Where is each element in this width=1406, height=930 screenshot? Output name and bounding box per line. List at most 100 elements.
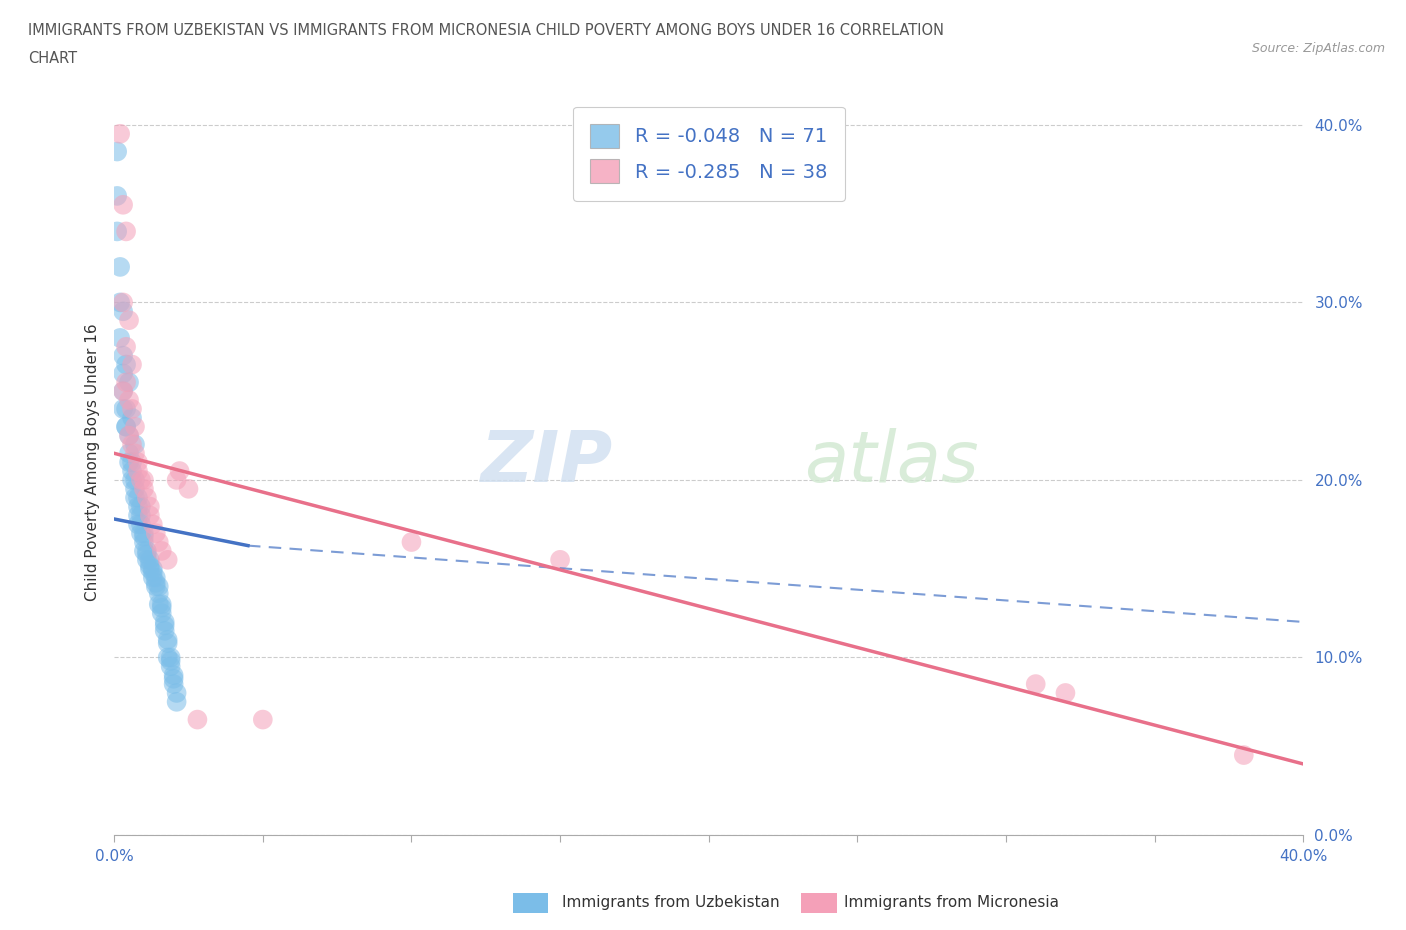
Point [112,304,135,319]
Point [548,552,571,567]
Point [121,437,143,452]
Point [156,650,179,665]
Point [139,508,162,523]
Point [124,419,146,434]
Text: Source: ZipAtlas.com: Source: ZipAtlas.com [1251,42,1385,55]
Text: Immigrants from Uzbekistan: Immigrants from Uzbekistan [562,895,780,910]
Point [153,615,176,630]
Point [177,482,200,497]
Point [163,671,186,686]
Point [129,508,152,523]
Point [148,597,170,612]
Point [1233,748,1256,763]
Point [135,547,157,562]
Point [142,570,165,585]
Point [186,712,208,727]
Point [112,197,135,212]
Point [127,464,149,479]
Point [118,375,141,390]
Point [132,482,155,497]
Point [153,618,176,633]
Point [142,561,165,576]
Point [135,490,157,505]
Point [108,126,131,141]
Point [148,586,170,601]
Point [163,677,186,692]
Text: atlas: atlas [804,428,979,497]
Point [115,419,138,434]
Point [118,428,141,443]
Point [115,357,138,372]
Point [132,543,155,558]
Point [169,464,191,479]
Point [124,472,146,487]
Point [115,402,138,417]
Point [153,623,176,638]
Point [142,565,165,579]
Point [1025,677,1047,692]
Point [118,455,141,470]
Point [148,535,170,550]
Point [127,490,149,505]
Point [112,295,135,310]
Text: ZIP: ZIP [481,428,613,497]
Point [115,339,138,354]
Point [127,499,149,514]
Point [166,685,188,700]
Point [105,224,128,239]
Point [118,445,141,460]
Point [139,499,162,514]
Point [139,552,162,567]
Point [135,543,157,558]
Y-axis label: Child Poverty Among Boys Under 16: Child Poverty Among Boys Under 16 [86,324,100,601]
Point [163,668,186,683]
Point [121,357,143,372]
Point [150,543,173,558]
Point [145,579,167,594]
Point [121,472,143,487]
Point [127,517,149,532]
Point [145,525,167,540]
Point [159,654,181,669]
Point [115,224,138,239]
Point [118,428,141,443]
Point [105,189,128,204]
Point [112,384,135,399]
Point [112,384,135,399]
Point [108,330,131,345]
Point [132,472,155,487]
Point [150,605,173,620]
Point [108,295,131,310]
Point [124,490,146,505]
Point [145,576,167,591]
Point [142,517,165,532]
Point [166,695,188,710]
Point [121,464,143,479]
Point [401,535,423,550]
Point [132,529,155,544]
Point [145,570,167,585]
Text: CHART: CHART [28,51,77,66]
Point [252,712,274,727]
Point [112,402,135,417]
Point [121,402,143,417]
Point [159,650,181,665]
Point [124,482,146,497]
Point [129,517,152,532]
Point [156,632,179,647]
Point [1054,685,1077,700]
Point [139,558,162,573]
Point [112,366,135,381]
Point [115,419,138,434]
Point [127,455,149,470]
Point [124,445,146,460]
Text: IMMIGRANTS FROM UZBEKISTAN VS IMMIGRANTS FROM MICRONESIA CHILD POVERTY AMONG BOY: IMMIGRANTS FROM UZBEKISTAN VS IMMIGRANTS… [28,23,943,38]
Point [150,597,173,612]
Point [105,144,128,159]
Point [129,525,152,540]
Point [148,579,170,594]
Point [115,375,138,390]
Point [156,636,179,651]
Point [166,472,188,487]
Point [159,658,181,673]
